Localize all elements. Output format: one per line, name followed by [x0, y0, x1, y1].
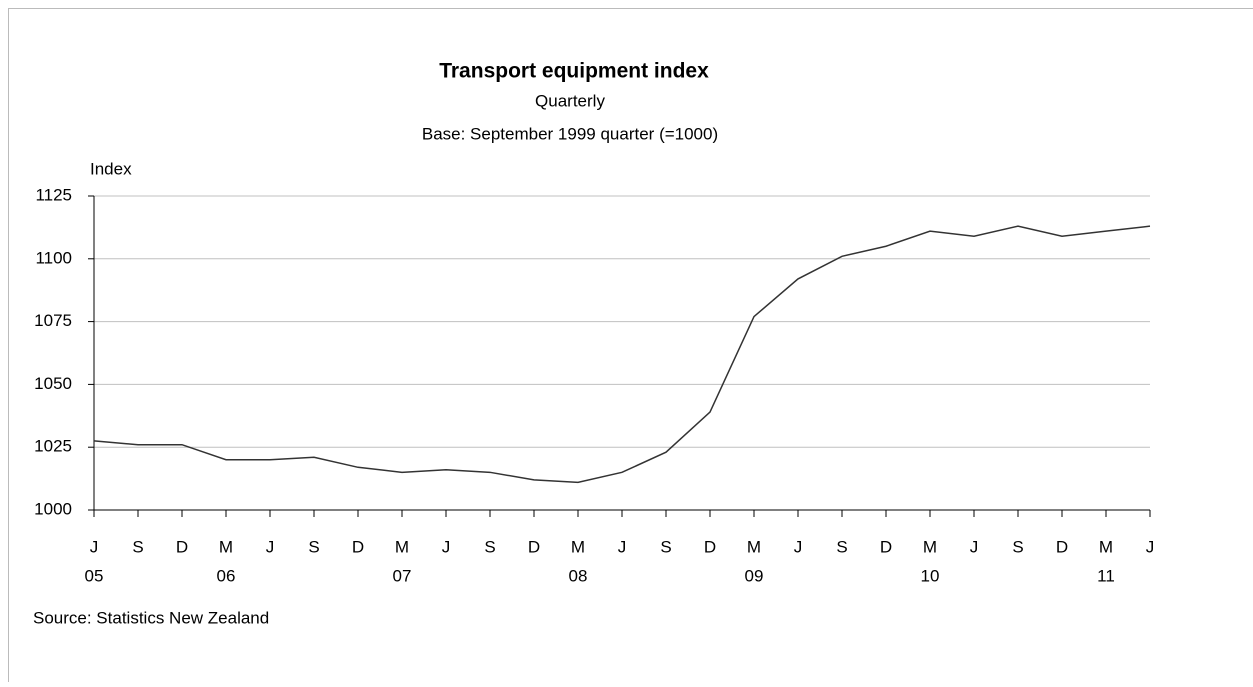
x-tick-label: J: [1146, 537, 1155, 556]
x-year-label: 10: [921, 566, 940, 585]
x-tick-label: M: [747, 537, 761, 556]
x-tick-label: J: [970, 537, 979, 556]
x-tick-label: M: [923, 537, 937, 556]
x-tick-label: J: [90, 537, 99, 556]
data-line: [94, 226, 1150, 482]
y-tick-label: 1125: [35, 185, 72, 204]
x-tick-label: D: [880, 537, 892, 556]
x-tick-label: D: [352, 537, 364, 556]
chart-subtitle-2: Base: September 1999 quarter (=1000): [422, 124, 718, 143]
y-axis-label: Index: [90, 159, 132, 178]
x-year-label: 06: [217, 566, 236, 585]
y-tick-label: 1050: [34, 374, 72, 393]
x-tick-label: S: [484, 537, 495, 556]
x-tick-label: M: [571, 537, 585, 556]
chart-title: Transport equipment index: [439, 60, 709, 83]
x-tick-label: S: [1012, 537, 1023, 556]
x-tick-label: M: [395, 537, 409, 556]
x-tick-label: S: [660, 537, 671, 556]
x-tick-label: J: [266, 537, 275, 556]
x-year-label: 09: [745, 566, 764, 585]
x-tick-label: D: [704, 537, 716, 556]
frame: [9, 9, 1253, 683]
x-tick-label: D: [176, 537, 188, 556]
source-note: Source: Statistics New Zealand: [33, 608, 269, 627]
x-year-label: 05: [85, 566, 104, 585]
x-year-label: 07: [393, 566, 412, 585]
x-tick-label: D: [528, 537, 540, 556]
x-tick-label: J: [442, 537, 451, 556]
x-tick-label: S: [132, 537, 143, 556]
x-tick-label: M: [219, 537, 233, 556]
x-tick-label: S: [308, 537, 319, 556]
x-year-label: 11: [1097, 566, 1115, 585]
y-tick-label: 1025: [34, 437, 72, 456]
y-tick-label: 1075: [34, 311, 72, 330]
x-tick-label: S: [836, 537, 847, 556]
x-tick-label: D: [1056, 537, 1068, 556]
y-tick-label: 1000: [34, 499, 72, 518]
x-tick-label: M: [1099, 537, 1113, 556]
x-tick-label: J: [794, 537, 803, 556]
chart-subtitle: Quarterly: [535, 91, 605, 110]
x-tick-label: J: [618, 537, 627, 556]
x-year-label: 08: [569, 566, 588, 585]
y-tick-label: 1100: [35, 248, 72, 267]
